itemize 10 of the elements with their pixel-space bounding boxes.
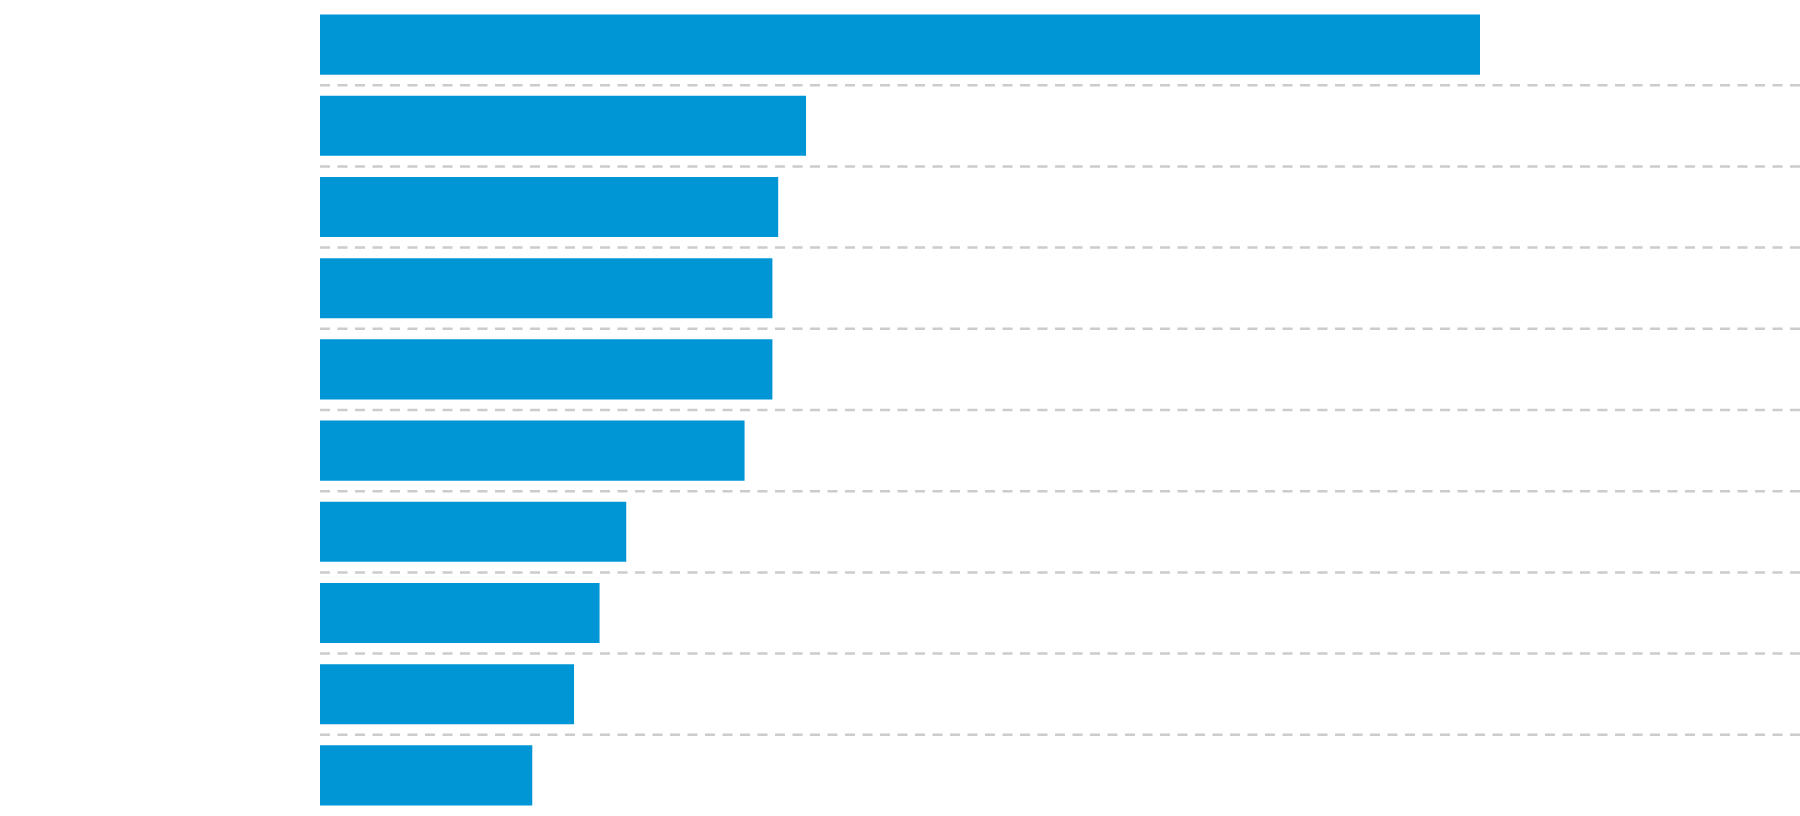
bar	[320, 501, 627, 562]
bar	[320, 258, 773, 319]
bar	[320, 745, 533, 806]
bar	[320, 664, 575, 725]
bar	[320, 176, 779, 238]
bar	[320, 95, 807, 156]
bar	[320, 420, 745, 481]
bar	[320, 339, 773, 400]
bar	[320, 582, 600, 644]
bar	[320, 14, 1480, 75]
